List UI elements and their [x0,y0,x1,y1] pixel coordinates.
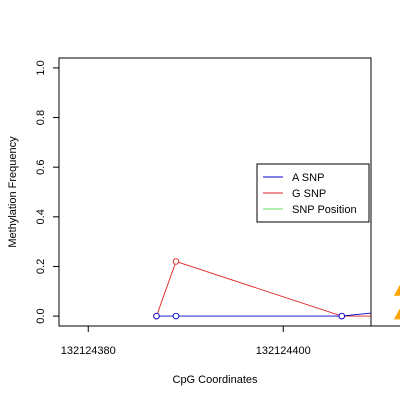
y-tick-label: 0.0 [35,308,47,323]
x-axis: 132124380132124400132124420 [61,325,400,357]
y-axis: 0.0 0.2 0.4 0.6 0.8 1.0 [35,60,60,324]
legend-label-a-snp: A SNP [292,172,324,184]
x-axis-title: CpG Coordinates [173,374,258,386]
snp-triangle-marker [393,308,400,320]
snp-marker-layer [393,284,400,320]
y-tick-label: 0.6 [35,160,47,175]
legend-label-g-snp: G SNP [292,188,326,200]
series-line-g-snp [156,260,371,317]
snp-triangle-marker [393,284,400,296]
y-tick-label: 0.4 [35,209,47,224]
x-tick-label: 132124380 [61,345,116,357]
x-tick-label: 132124400 [256,345,311,357]
legend: A SNP G SNP SNP Position [256,163,370,223]
y-tick-label: 0.8 [35,110,47,125]
legend-label-snp-position: SNP Position [292,204,357,216]
y-tick-label: 1.0 [35,60,47,75]
data-point-g-snp [172,258,180,265]
data-point-a-snp [338,312,346,320]
y-axis-title: Methylation Frequency [7,136,19,248]
data-point-a-snp [153,312,160,320]
y-tick-label: 0.2 [35,259,47,274]
series-line-a-snp [156,312,371,317]
data-point-a-snp [172,312,180,320]
series-layer [153,258,371,320]
